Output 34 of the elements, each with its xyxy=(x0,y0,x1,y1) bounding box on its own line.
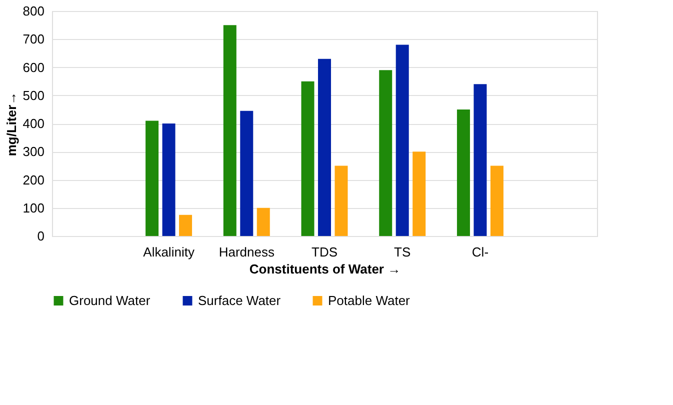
y-tick-label: 300 xyxy=(22,144,44,160)
legend-label: Potable Water xyxy=(328,292,411,308)
bar xyxy=(318,58,331,236)
y-tick-label: 100 xyxy=(22,200,44,216)
x-tick-label: TS xyxy=(394,244,411,260)
y-tick-label: 200 xyxy=(22,172,44,188)
y-tick-label: 600 xyxy=(22,60,44,75)
bar xyxy=(396,44,409,236)
bar xyxy=(240,110,254,236)
bar xyxy=(179,214,192,236)
bar xyxy=(256,208,270,236)
y-tick-label: 500 xyxy=(22,88,44,103)
bar xyxy=(301,81,314,236)
bar xyxy=(334,166,348,236)
legend-label: Surface Water xyxy=(198,292,282,308)
bar xyxy=(379,70,392,236)
bar xyxy=(490,166,504,236)
y-axis-title: mg/Liter→ xyxy=(4,92,19,156)
bar xyxy=(412,152,426,236)
x-tick-label: TDS xyxy=(312,244,338,260)
bar xyxy=(474,84,487,236)
y-tick-label: 800 xyxy=(22,4,44,18)
x-axis-title: Constituents of Water → xyxy=(249,262,401,276)
x-tick-label: Hardness xyxy=(218,244,275,260)
bar xyxy=(456,109,470,236)
bar xyxy=(223,25,236,236)
y-tick-label: 0 xyxy=(37,228,44,244)
bar xyxy=(146,120,159,236)
x-tick-label: Alkalinity xyxy=(143,244,195,260)
legend-label: Ground Water xyxy=(69,292,151,308)
bar xyxy=(162,124,176,236)
y-tick-label: 700 xyxy=(22,32,44,47)
y-tick-label: 400 xyxy=(22,116,44,131)
x-tick-label: Cl- xyxy=(472,244,489,260)
